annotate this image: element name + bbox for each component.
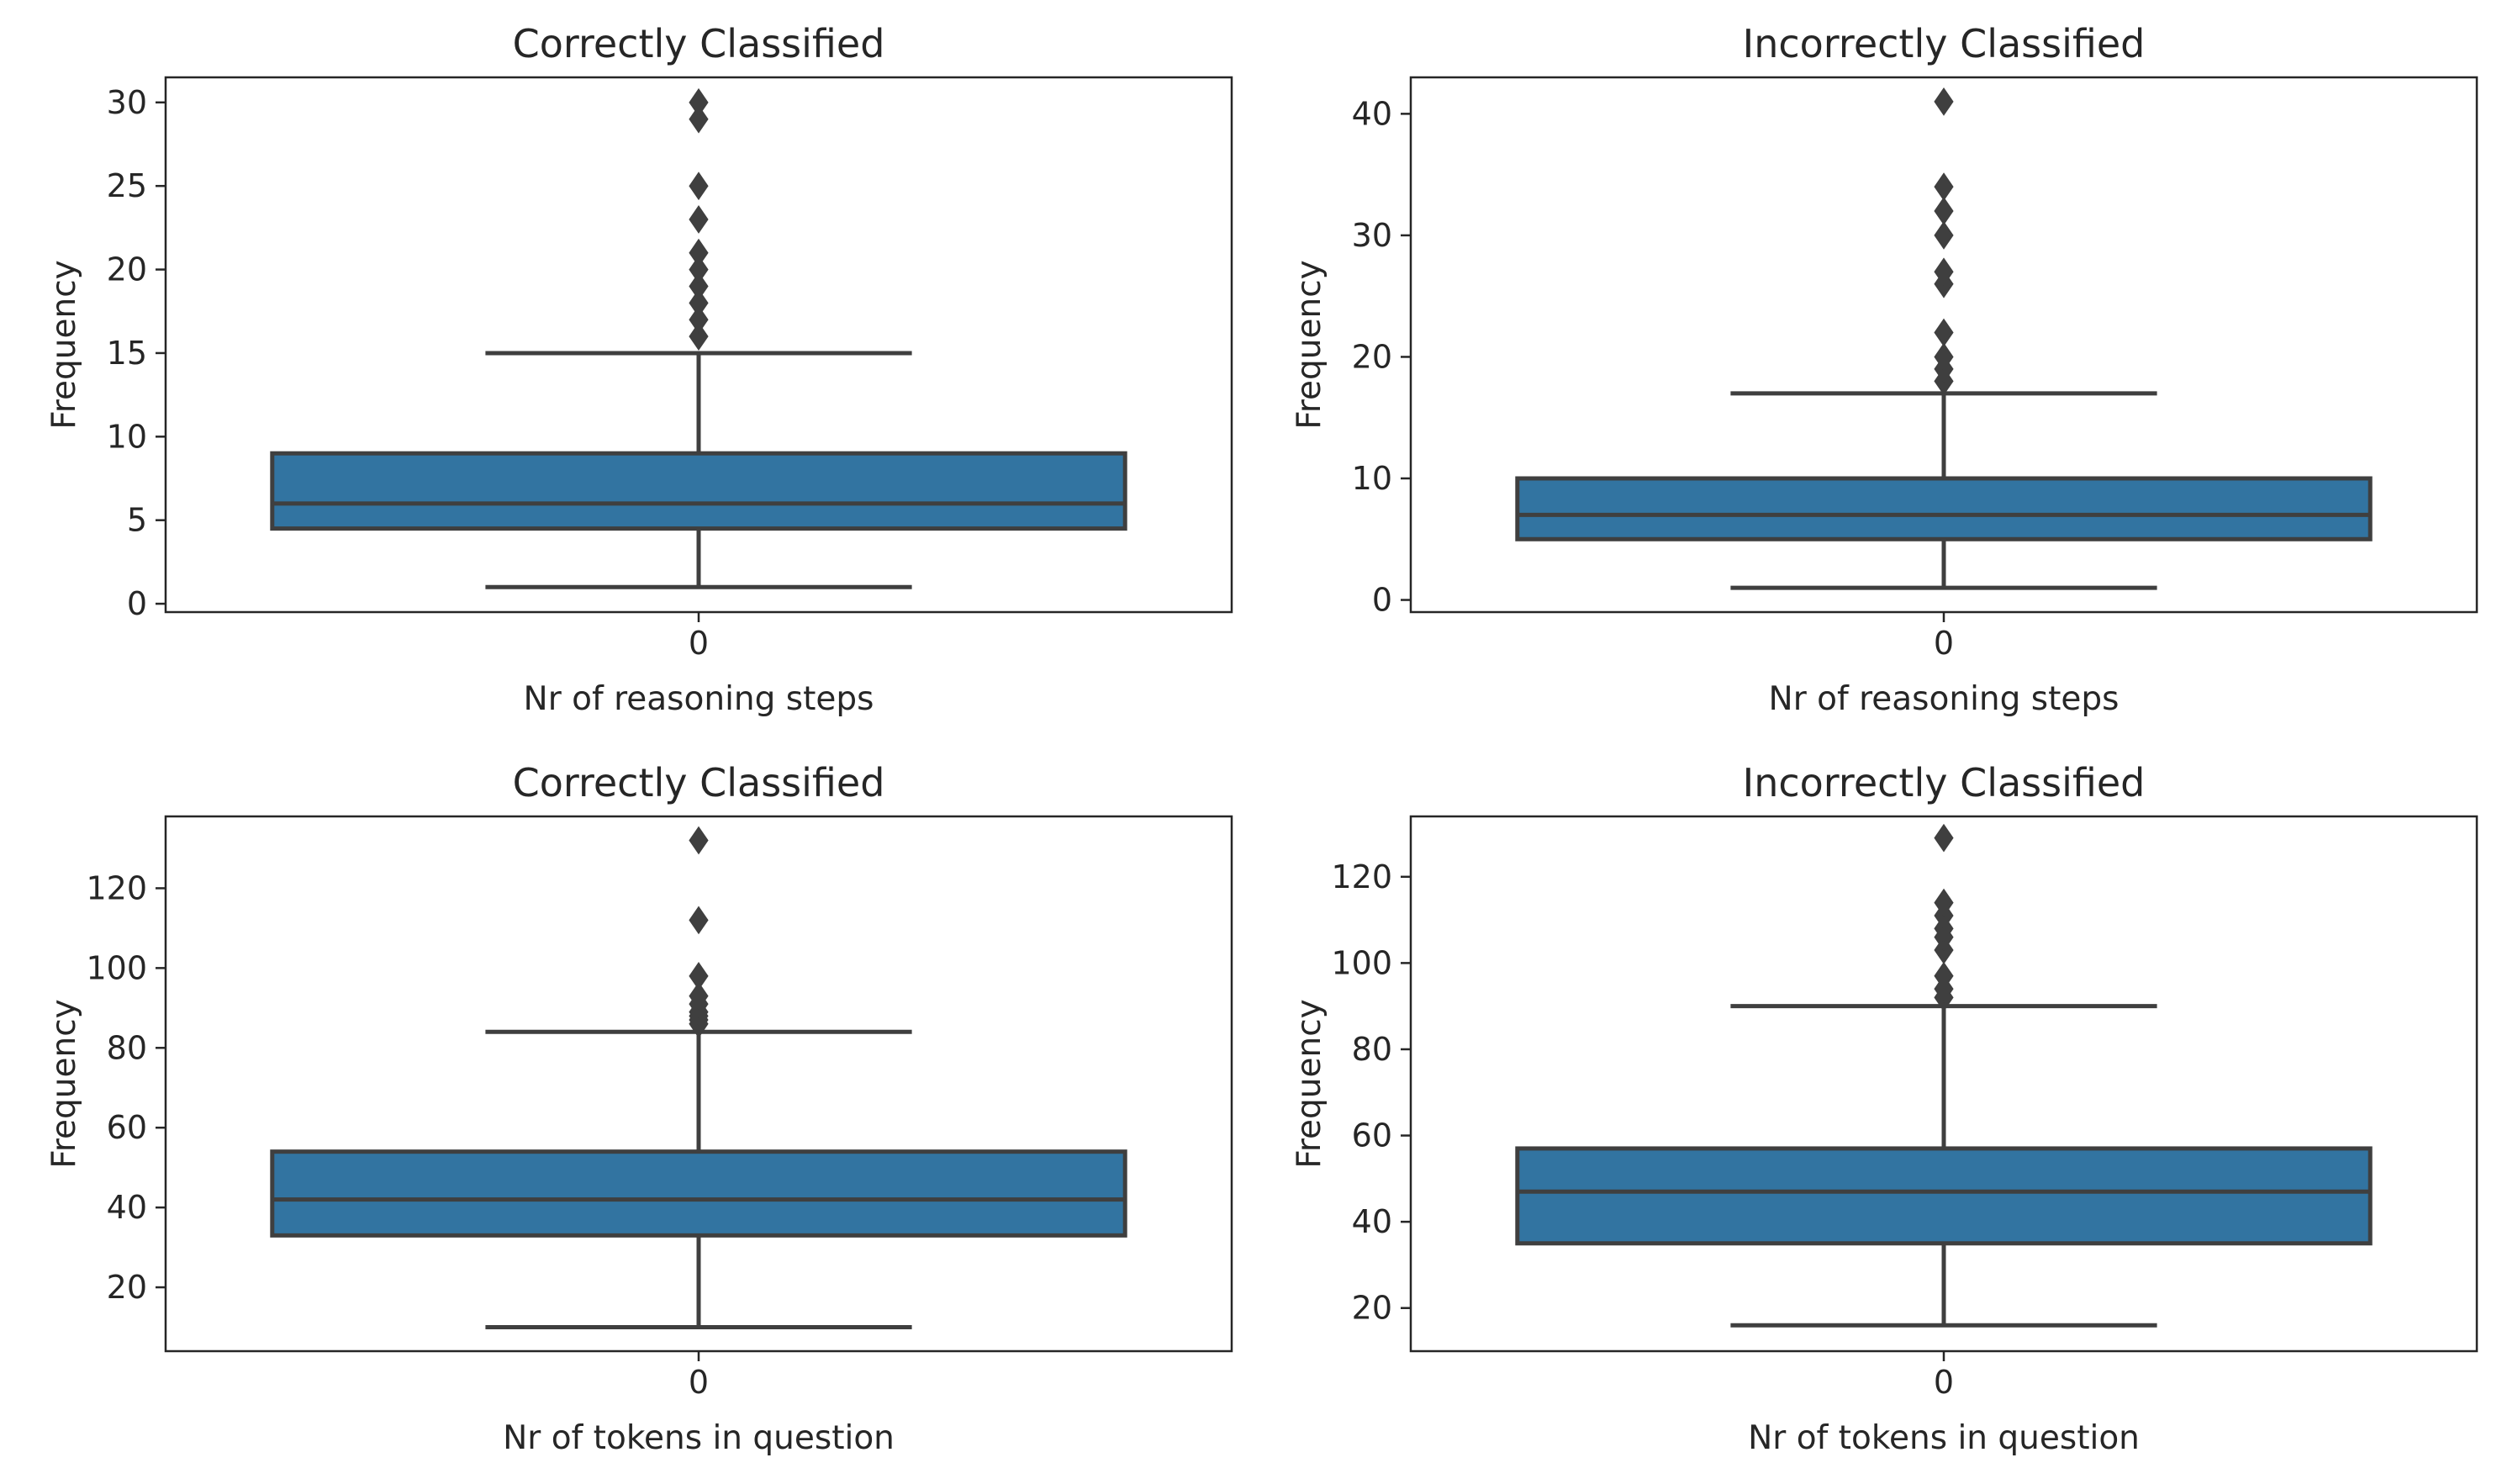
panel-4: 20 40 60 80 100 120 0 Incorrectly Classified Nr … xyxy=(1291,760,2479,1457)
outlier-point xyxy=(689,104,709,134)
x-axis-label: Nr of tokens in question xyxy=(1748,1419,2140,1457)
y-tick-label: 15 xyxy=(107,335,147,372)
x-tick-label: 0 xyxy=(689,625,709,662)
outlier-point xyxy=(1934,888,1954,917)
y-tick-label: 80 xyxy=(1352,1031,1392,1068)
outlier-point xyxy=(1934,197,1954,225)
outlier-point xyxy=(689,288,709,318)
outlier-point xyxy=(689,981,709,1011)
box-iqr xyxy=(1515,476,2373,541)
y-tick-label: 60 xyxy=(1352,1117,1392,1154)
x-tick-label: 0 xyxy=(1934,625,1954,662)
y-tick-label: 30 xyxy=(1352,217,1392,254)
outlier-point xyxy=(1934,823,1954,853)
y-tick-label: 120 xyxy=(1331,858,1392,895)
outlier-point xyxy=(689,238,709,267)
panel-1: 0 5 10 15 20 25 30 0 Correctly Classified Nr of r… xyxy=(45,21,1233,718)
y-tick-label: 60 xyxy=(107,1109,147,1146)
panel-3: 20 40 60 80 100 120 0 Correctly Classified Nr of… xyxy=(45,760,1233,1457)
y-tick-label: 40 xyxy=(1352,1203,1392,1240)
box-iqr xyxy=(270,451,1127,531)
y-tick-label: 5 xyxy=(127,502,147,539)
x-axis-label: Nr of reasoning steps xyxy=(1769,680,2120,718)
outlier-point xyxy=(1934,318,1954,347)
outlier-point xyxy=(689,255,709,284)
x-tick-label: 0 xyxy=(1934,1364,1954,1401)
y-axis-label: Frequency xyxy=(1291,260,1328,429)
y-tick-label: 10 xyxy=(1352,460,1392,497)
y-tick-label: 20 xyxy=(107,1269,147,1306)
chart-title: Incorrectly Classified xyxy=(1743,760,2146,805)
outlier-point xyxy=(1934,257,1954,287)
y-tick-label: 40 xyxy=(1352,95,1392,132)
x-axis-label: Nr of reasoning steps xyxy=(524,680,874,718)
y-tick-label: 100 xyxy=(86,949,147,986)
outlier-point xyxy=(1934,961,1954,990)
y-tick-label: 20 xyxy=(1352,1290,1392,1327)
chart-title: Correctly Classified xyxy=(513,21,885,66)
y-axis-label: Frequency xyxy=(45,260,83,429)
chart-title: Correctly Classified xyxy=(513,760,885,805)
y-tick-label: 10 xyxy=(107,418,147,455)
x-tick-label: 0 xyxy=(689,1364,709,1401)
box-iqr xyxy=(270,1149,1127,1238)
chart-title: Incorrectly Classified xyxy=(1743,21,2146,66)
y-tick-label: 25 xyxy=(107,167,147,204)
outlier-point xyxy=(689,305,709,335)
x-axis-label: Nr of tokens in question xyxy=(503,1419,895,1457)
y-axis-label: Frequency xyxy=(1291,999,1328,1168)
y-tick-label: 80 xyxy=(107,1029,147,1066)
outlier-point xyxy=(689,826,709,855)
y-tick-label: 100 xyxy=(1331,944,1392,981)
panel-2: 0 10 20 30 40 0 Incorrectly Classified Nr of re… xyxy=(1291,21,2479,718)
y-tick-label: 30 xyxy=(107,84,147,121)
outlier-point xyxy=(689,961,709,990)
y-tick-label: 120 xyxy=(86,869,147,906)
outlier-point xyxy=(689,272,709,301)
outlier-point xyxy=(1934,172,1954,201)
y-tick-label: 0 xyxy=(127,585,147,622)
y-tick-label: 20 xyxy=(1352,338,1392,375)
outlier-point xyxy=(689,906,709,935)
outlier-point xyxy=(689,322,709,351)
outlier-point xyxy=(1934,87,1954,116)
y-axis-label: Frequency xyxy=(45,999,83,1168)
outlier-point xyxy=(689,87,709,117)
y-tick-label: 0 xyxy=(1372,582,1392,619)
outlier-point xyxy=(1934,342,1954,372)
y-tick-label: 40 xyxy=(107,1189,147,1226)
outlier-point xyxy=(689,172,709,201)
outlier-point xyxy=(689,205,709,234)
outlier-point xyxy=(1934,221,1954,250)
box-iqr xyxy=(1515,1146,2373,1246)
y-tick-label: 20 xyxy=(107,251,147,288)
